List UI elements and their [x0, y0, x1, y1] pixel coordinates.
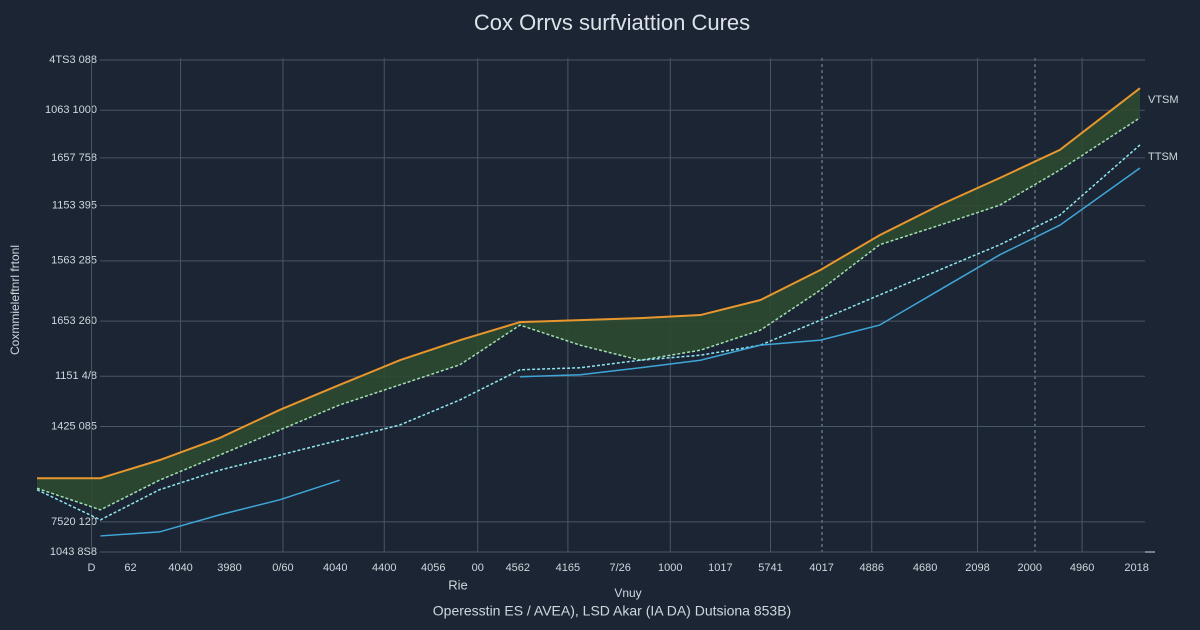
x-axis-label: Rie	[448, 577, 468, 592]
x-tick-label: 7/26	[610, 562, 631, 574]
line-series	[37, 87, 1141, 480]
footer: Operesstin ES / AVEA), LSD Akar (IA DA) …	[433, 603, 791, 619]
x-tick-label: 4886	[860, 562, 884, 574]
y-axis-label: Coxmmieleftnrl frtonl	[8, 245, 22, 355]
x-tick-label: 4040	[168, 562, 192, 574]
chart-title: Cox Orrvs surfviattion Cures	[474, 10, 750, 35]
legend-label: VTSM	[1148, 94, 1179, 106]
x-tick-label: 4165	[556, 562, 580, 574]
legend-label: TTSM	[1148, 151, 1178, 163]
y-tick-label: 1063 1000	[45, 104, 97, 116]
x-tick-label: 4680	[913, 562, 937, 574]
y-tick-label: 1153 395	[52, 200, 97, 212]
x-tick-label: 4040	[323, 562, 347, 574]
y-tick-label: 1657 758	[51, 152, 97, 164]
x-tick-label: 5741	[758, 562, 782, 574]
x-tick-label: 2000	[1018, 562, 1042, 574]
y-tick-label: 7520 120	[51, 516, 97, 528]
x-tick-label: 1000	[658, 562, 682, 574]
x-tick-label: 4562	[506, 562, 530, 574]
x-tick-label: 0/60	[272, 562, 293, 574]
line-series	[520, 167, 1141, 378]
x-tick-label: 4056	[421, 562, 445, 574]
y-tick-label: 1653 260	[51, 315, 97, 327]
y-tick-label: 1425 085	[51, 420, 97, 432]
line-series	[36, 117, 1141, 511]
x-tick-label: D	[88, 562, 96, 574]
x-tick-label: 1017	[708, 562, 732, 574]
y-tick-label: 1151 4/8	[55, 370, 97, 382]
area-fill	[37, 88, 1140, 510]
x-tick-label: 3980	[217, 562, 241, 574]
x-tick-label: 4960	[1070, 562, 1094, 574]
x-tick-label: 4017	[809, 562, 833, 574]
x-tick-label: 62	[124, 562, 136, 574]
y-tick-label: 4TS3 088	[49, 54, 97, 66]
x-tick-label: 4400	[372, 562, 396, 574]
x-tick-label: 2018	[1124, 562, 1148, 574]
x-tick-label: 00	[472, 562, 484, 574]
y-tick-label: 1563 285	[51, 255, 97, 267]
y-tick-label: 1043 8S8	[50, 546, 97, 558]
x-tick-label: 2098	[965, 562, 989, 574]
line-series	[100, 479, 340, 537]
x-axis-label: Vnuy	[614, 586, 641, 600]
